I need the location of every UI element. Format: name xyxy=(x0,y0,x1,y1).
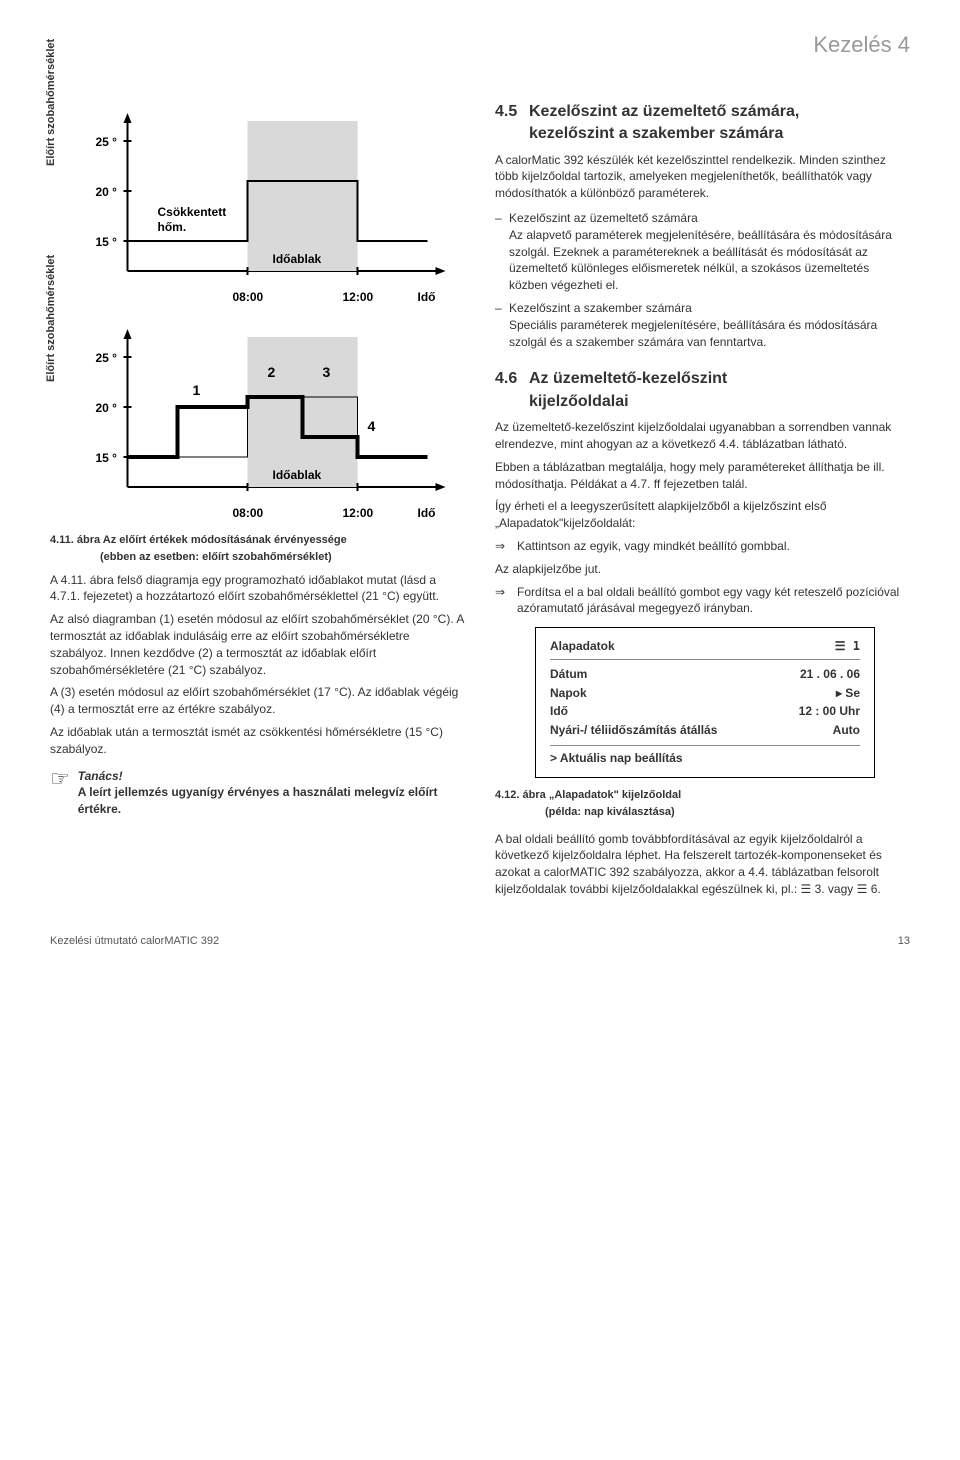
lcd-row-val: ▸ Se xyxy=(836,685,860,702)
svg-text:12:00: 12:00 xyxy=(343,290,374,304)
page-footer: Kezelési útmutató calorMATIC 392 13 xyxy=(50,934,910,949)
tip-title: Tanács! xyxy=(78,768,465,785)
para-a3: A (3) esetén módosul az előírt szobahőmé… xyxy=(50,684,465,718)
svg-text:1: 1 xyxy=(193,382,201,398)
sec46-p2: Ebben a táblázatban megtalálja, hogy mel… xyxy=(495,459,910,493)
svg-text:hőm.: hőm. xyxy=(158,220,187,234)
lcd-row-val: Auto xyxy=(833,722,860,739)
dash-icon: – xyxy=(495,210,509,294)
para-a411: A 4.11. ábra felső diagramja egy program… xyxy=(50,572,465,606)
right-column: 4.5Kezelőszint az üzemeltető számára, ke… xyxy=(495,101,910,904)
para-bal: A bal oldali beállító gomb továbbfordítá… xyxy=(495,831,910,898)
tip-block: ☞ Tanács! A leírt jellemzés ugyanígy érv… xyxy=(50,768,465,818)
sec45-heading: 4.5Kezelőszint az üzemeltető számára, ke… xyxy=(495,101,910,146)
svg-text:Időablak: Időablak xyxy=(273,468,322,482)
svg-text:Időablak: Időablak xyxy=(273,252,322,266)
sec46-a1: Kattintson az egyik, vagy mindkét beállí… xyxy=(517,538,790,555)
lcd-row-val: 21 . 06 . 06 xyxy=(800,666,860,683)
svg-text:15 °: 15 ° xyxy=(96,451,118,465)
hand-icon: ☞ xyxy=(50,768,70,818)
chart1-ylabel: Előírt szobahőmérséklet xyxy=(44,39,59,166)
dash-icon: – xyxy=(495,300,509,350)
sec45-title2: kezelőszint a szakember számára xyxy=(529,123,910,145)
svg-text:08:00: 08:00 xyxy=(233,290,264,304)
para-also: Az alsó diagramban (1) esetén módosul az… xyxy=(50,611,465,678)
lcd-row-key: Napok xyxy=(550,685,587,702)
svg-text:4: 4 xyxy=(368,418,376,434)
svg-text:Idő: Idő xyxy=(418,290,436,304)
sec45-p1: A calorMatic 392 készülék két kezelőszin… xyxy=(495,152,910,202)
sec46-p3: Így érheti el a leegyszerűsített alapkij… xyxy=(495,498,910,532)
fig411-caption: 4.11. ábra Az előírt értékek módosításán… xyxy=(50,533,465,548)
arrow-icon: ⇒ xyxy=(495,584,517,618)
fig412-caption-sub: (példa: nap kiválasztása) xyxy=(545,805,910,820)
lcd-row-key: Nyári-/ téliidőszámítás átállás xyxy=(550,722,717,739)
lcd-row-key: Dátum xyxy=(550,666,587,683)
lcd-header: Alapadatok xyxy=(550,638,615,655)
svg-text:25 °: 25 ° xyxy=(96,351,118,365)
svg-text:2: 2 xyxy=(268,364,276,380)
fig411-caption-sub: (ebben az esetben: előírt szobahőmérsékl… xyxy=(100,550,465,565)
lcd-row-val: 12 : 00 Uhr xyxy=(799,703,860,720)
svg-text:15 °: 15 ° xyxy=(96,235,118,249)
footer-right: 13 xyxy=(898,934,910,949)
footer-left: Kezelési útmutató calorMATIC 392 xyxy=(50,934,219,949)
fig412-caption: 4.12. ábra „Alapadatok" kijelzőoldal xyxy=(495,788,910,803)
sec45-num: 4.5 xyxy=(495,101,529,123)
chart-1: Előírt szobahőmérséklet 25 ° 20 ° 15 ° xyxy=(50,101,465,311)
lcd-page-icon: ☰ 1 xyxy=(835,638,860,655)
svg-text:25 °: 25 ° xyxy=(96,135,118,149)
svg-text:20 °: 20 ° xyxy=(96,185,118,199)
sec46-p1: Az üzemeltető-kezelőszint kijelzőoldalai… xyxy=(495,419,910,453)
svg-text:08:00: 08:00 xyxy=(233,506,264,520)
lcd-row-key: Idő xyxy=(550,703,568,720)
sec46-heading: 4.6Az üzemeltető-kezelőszint kijelzőolda… xyxy=(495,368,910,413)
para-after: Az időablak után a termosztát ismét az c… xyxy=(50,724,465,758)
chart-2: Előírt szobahőmérséklet 25 ° 20 ° 15 ° 1 xyxy=(50,317,465,527)
chart2-ylabel: Előírt szobahőmérséklet xyxy=(44,255,59,382)
sec46-p4: Az alapkijelzőbe jut. xyxy=(495,561,910,578)
lcd-display: Alapadatok ☰ 1 Dátum 21 . 06 . 06 Napok ▸ … xyxy=(535,627,875,778)
page-header: Kezelés 4 xyxy=(50,30,910,61)
sec45-title1: Kezelőszint az üzemeltető számára, xyxy=(529,103,799,120)
svg-text:20 °: 20 ° xyxy=(96,401,118,415)
svg-text:Idő: Idő xyxy=(418,506,436,520)
svg-text:12:00: 12:00 xyxy=(343,506,374,520)
sec45-d2: Kezelőszint a szakember számára Speciáli… xyxy=(509,300,910,350)
tip-body: A leírt jellemzés ugyanígy érvényes a ha… xyxy=(78,784,465,818)
arrow-icon: ⇒ xyxy=(495,538,517,555)
sec46-num: 4.6 xyxy=(495,368,529,390)
sec45-d1: Kezelőszint az üzemeltető számára Az ala… xyxy=(509,210,910,294)
left-column: Előírt szobahőmérséklet 25 ° 20 ° 15 ° xyxy=(50,101,465,904)
svg-text:3: 3 xyxy=(323,364,331,380)
sec46-title1: Az üzemeltető-kezelőszint xyxy=(529,370,727,387)
svg-text:Csökkentett: Csökkentett xyxy=(158,205,227,219)
sec46-a2: Fordítsa el a bal oldali beállító gombot… xyxy=(517,584,910,618)
lcd-bottom: > Aktuális nap beállítás xyxy=(550,745,860,767)
sec46-title2: kijelzőoldalai xyxy=(529,391,910,413)
